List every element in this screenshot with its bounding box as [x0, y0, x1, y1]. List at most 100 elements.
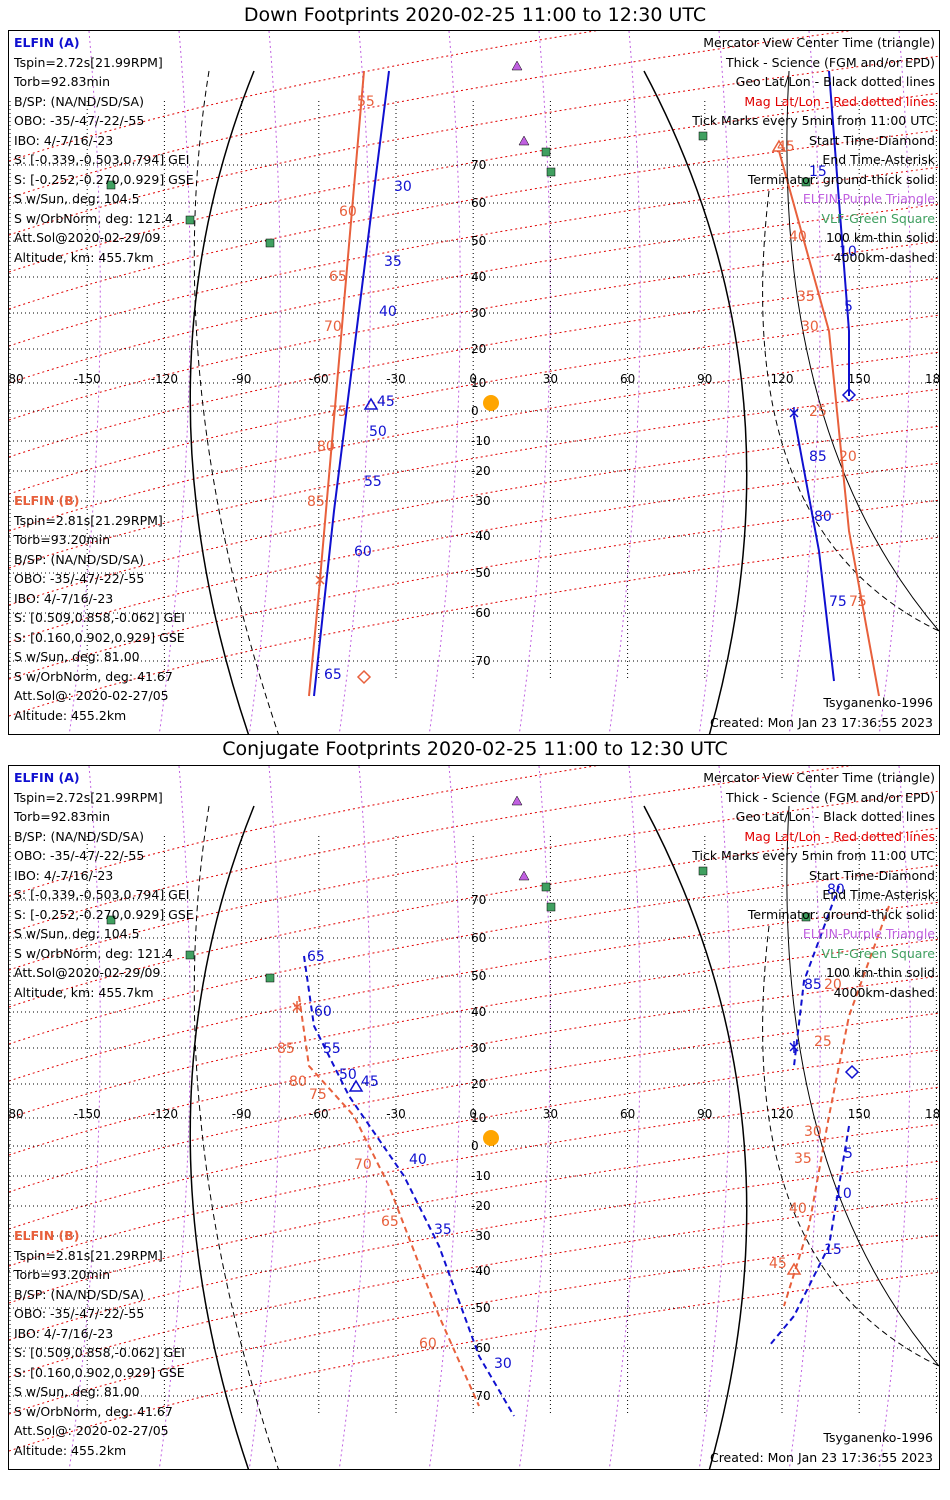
vlf-square: [698, 131, 708, 141]
mag-lat-line: [9, 314, 939, 495]
vlf-square: [185, 950, 195, 960]
elfin-b-tick-label: 80: [289, 1074, 307, 1090]
mag-lon-line: [248, 766, 281, 1469]
info-line: Att.Sol@: 2020-02-27/05: [14, 688, 169, 703]
lon-label: 90: [697, 372, 712, 386]
info-line: Tspin=2.81s[21.29RPM]: [14, 1247, 163, 1263]
mag-lon-line: [248, 31, 281, 734]
legend-item: Tick Marks every 5min from 11:00 UTC: [692, 848, 935, 863]
terminator-4000km: [193, 805, 279, 1469]
elfin-b-tick-label: 80: [317, 439, 335, 455]
vlf-square: [265, 973, 275, 983]
elfin-a-tick-label: 35: [434, 1222, 452, 1238]
info-line: S w/Sun, deg: 81.00: [14, 1384, 140, 1399]
lat-label: 10: [471, 1111, 486, 1125]
elfin-a-track: [793, 885, 840, 1067]
end-asterisk: [292, 1001, 302, 1013]
lat-label: 60: [471, 196, 486, 210]
elfin-b-info-down: ELFIN (B) Tspin=2.81s[21.29RPM] Torb=93.…: [14, 491, 185, 725]
info-line: OBO: -35/-47/-22/-55: [14, 1306, 145, 1321]
elfin-b-tick-label: 70: [324, 319, 342, 335]
mag-lon-line: [518, 31, 551, 734]
created-label: Created: Mon Jan 23 17:36:55 2023: [709, 1450, 933, 1465]
elfin-b-track: [778, 150, 880, 697]
elfin-b-tick-label: 30: [801, 319, 819, 335]
lat-label: 20: [471, 342, 486, 356]
legend-item: Terminator: ground-thick solid: [747, 171, 935, 187]
lat-label: 20: [471, 1077, 486, 1091]
elfin-a-tick-label: 5: [844, 1146, 853, 1162]
mag-lat-line: [9, 766, 853, 934]
info-line: S: [0.509,0.858,-0.062] GEI: [14, 1345, 185, 1360]
map-canvas-down: -180-150-120-90-60-300306090120150180706…: [9, 31, 939, 734]
mag-lat-line: [9, 203, 939, 384]
elfin-b-tick-label: 65: [329, 269, 347, 285]
elfin-b-tick-label: 20: [824, 977, 842, 993]
mag-lat-line: [9, 790, 939, 971]
info-line: S: [0.160,0.902,0.929] GSE: [14, 1364, 185, 1380]
mag-lon-line: [608, 31, 641, 734]
info-line: IBO: 4/-7/16/-23: [14, 590, 114, 606]
mag-lat-line: [9, 388, 939, 569]
vlf-square: [265, 238, 275, 248]
elfin-a-tick-label: 15: [824, 1242, 842, 1258]
elfin-a-tick-label: 80: [827, 882, 845, 898]
elfin-purple-triangle: [511, 795, 523, 806]
elfin-b-tick-label: 55: [357, 94, 375, 110]
map-panel-conjugate[interactable]: -180-150-120-90-60-300306090120150180706…: [8, 765, 940, 1470]
mag-lat-line: [9, 129, 939, 310]
model-label: Tsyganenko-1996: [823, 1430, 933, 1445]
info-line: Att.Sol@2020-02-29/09: [14, 230, 161, 245]
lat-label: 40: [471, 270, 486, 284]
lat-label: 60: [471, 931, 486, 945]
lat-label: 0: [471, 1139, 479, 1153]
vlf-square: [185, 215, 195, 225]
map-panel-down[interactable]: -180-150-120-90-60-300306090120150180706…: [8, 30, 940, 735]
end-asterisk: [789, 407, 799, 419]
mag-lat-line: [9, 827, 939, 1008]
elfin-a-tick-label: 40: [379, 304, 397, 320]
lat-label: -50: [471, 1301, 491, 1315]
lat-label: -30: [471, 494, 491, 508]
panel-title-conjugate: Conjugate Footprints 2020-02-25 11:00 to…: [222, 738, 728, 760]
lat-label: 70: [471, 158, 486, 172]
vlf-square: [546, 167, 556, 177]
elfin-a-track: [828, 70, 850, 396]
elfin-a-track: [313, 70, 390, 697]
mag-lat-line: [9, 1160, 939, 1341]
mag-lat-line: [9, 240, 939, 421]
elfin-a-tick-label: 55: [364, 474, 382, 490]
lat-label: -60: [471, 606, 491, 620]
info-line: IBO: 4/-7/16/-23: [14, 1325, 114, 1341]
lat-label: -60: [471, 1341, 491, 1355]
end-asterisk: [315, 574, 325, 586]
elfin-a-tick-label: 35: [384, 254, 402, 270]
info-line: S: [-0.339,-0.503,0.794] GEI: [14, 152, 190, 167]
lat-label: -10: [471, 1169, 491, 1183]
elfin-a-name: ELFIN (A): [14, 35, 80, 50]
elfin-a-tick-label: 55: [323, 1041, 341, 1057]
lon-label: 120: [771, 1107, 794, 1121]
lon-label: 150: [848, 1107, 871, 1121]
mag-lat-line: [9, 425, 939, 606]
mag-lon-line: [788, 766, 821, 1469]
info-line: Altitude, km: 455.7km: [14, 249, 154, 265]
info-line: Torb=93.20min: [14, 1267, 111, 1282]
elfin-a-tick-label: 80: [814, 509, 832, 525]
terminator-line: [643, 805, 748, 1469]
elfin-a-tick-label: 60: [314, 1004, 332, 1020]
elfin-b-tick-label: 45: [769, 1256, 787, 1272]
elfin-a-track: [768, 1125, 850, 1347]
legend-item: Mercator View Center Time (triangle): [703, 770, 935, 785]
info-line: Att.Sol@: 2020-02-27/05: [14, 1423, 169, 1438]
elfin-b-tick-label: 85: [277, 1041, 295, 1057]
elfin-b-tick-label: 30: [804, 1124, 822, 1140]
info-line: Altitude: 455.2km: [14, 1442, 127, 1458]
elfin-a-name: ELFIN (A): [14, 770, 80, 785]
lon-label: -120: [151, 1107, 178, 1121]
legend-item: ELFIN-Purple Triangle: [802, 191, 935, 206]
elfin-b-name: ELFIN (B): [14, 493, 80, 508]
lon-label: -30: [386, 372, 406, 386]
info-line: IBO: 4/-7/16/-23: [14, 132, 114, 148]
mag-lat-line: [9, 31, 853, 199]
